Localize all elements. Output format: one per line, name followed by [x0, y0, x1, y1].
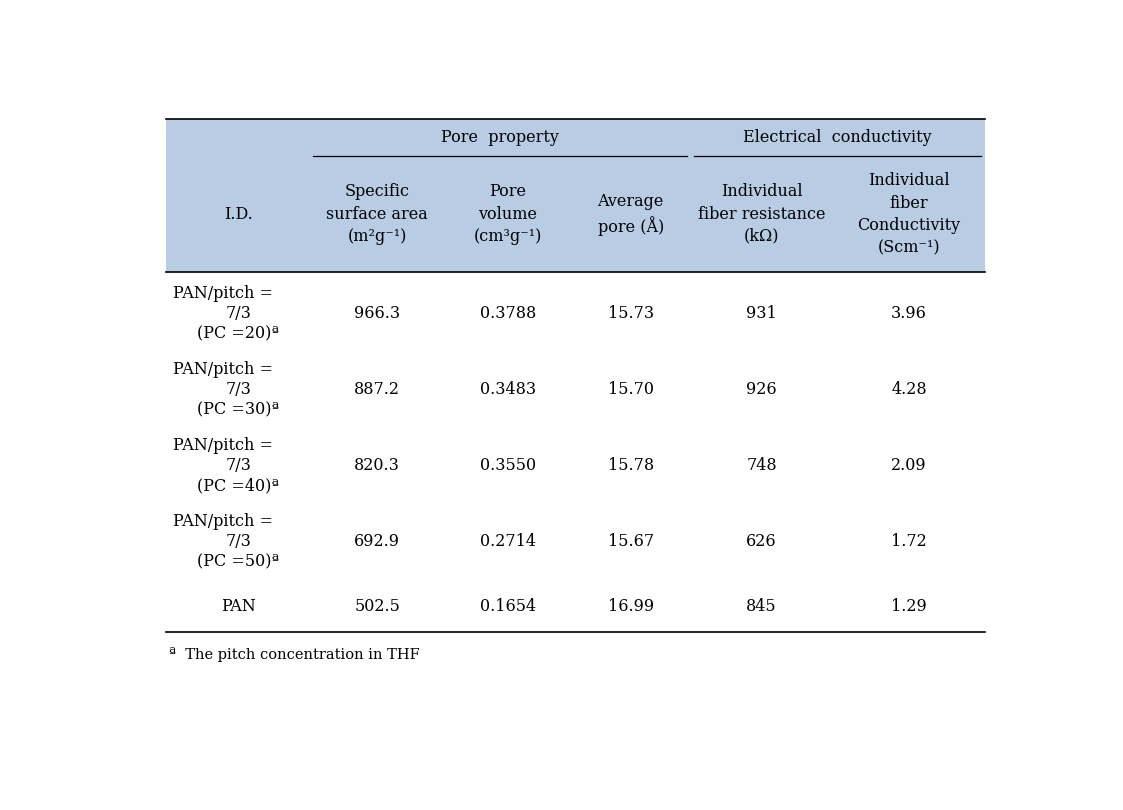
Text: (PC =50)ª: (PC =50)ª — [197, 553, 280, 570]
Text: Individual
fiber
Conductivity
(Scm⁻¹): Individual fiber Conductivity (Scm⁻¹) — [857, 173, 960, 256]
Text: Pore
volume
(cm³g⁻¹): Pore volume (cm³g⁻¹) — [474, 183, 542, 245]
Text: PAN/pitch =: PAN/pitch = — [173, 437, 273, 454]
Text: 1.29: 1.29 — [891, 598, 926, 615]
Text: 626: 626 — [747, 534, 777, 551]
Text: Individual
fiber resistance
(kΩ): Individual fiber resistance (kΩ) — [697, 183, 825, 245]
Text: 4.28: 4.28 — [892, 382, 926, 399]
Text: (PC =20)ª: (PC =20)ª — [198, 325, 279, 342]
Text: 748: 748 — [747, 458, 777, 475]
Text: 845: 845 — [747, 598, 777, 615]
Text: 0.2714: 0.2714 — [480, 534, 536, 551]
Text: 2.09: 2.09 — [892, 458, 926, 475]
Text: (PC =40)ª: (PC =40)ª — [198, 477, 279, 494]
Text: 16.99: 16.99 — [608, 598, 654, 615]
Text: 820.3: 820.3 — [354, 458, 400, 475]
Text: (PC =30)ª: (PC =30)ª — [197, 401, 280, 418]
Text: I.D.: I.D. — [223, 206, 253, 223]
Text: 0.3483: 0.3483 — [480, 382, 536, 399]
Text: 15.67: 15.67 — [608, 534, 654, 551]
Text: 7/3: 7/3 — [225, 305, 252, 322]
Text: 15.78: 15.78 — [608, 458, 654, 475]
Text: 7/3: 7/3 — [225, 458, 252, 475]
Text: 966.3: 966.3 — [354, 305, 400, 322]
Text: 502.5: 502.5 — [354, 598, 400, 615]
Text: 926: 926 — [747, 382, 777, 399]
Text: Pore  property: Pore property — [441, 130, 559, 147]
Text: 887.2: 887.2 — [354, 382, 400, 399]
Text: 0.3788: 0.3788 — [480, 305, 536, 322]
Text: Electrical  conductivity: Electrical conductivity — [743, 130, 932, 147]
Text: 15.73: 15.73 — [608, 305, 654, 322]
Text: PAN: PAN — [221, 598, 255, 615]
Text: Specific
surface area
(m²g⁻¹): Specific surface area (m²g⁻¹) — [327, 183, 428, 245]
Text: 7/3: 7/3 — [225, 382, 252, 399]
Text: 0.3550: 0.3550 — [480, 458, 536, 475]
Text: ª  The pitch concentration in THF: ª The pitch concentration in THF — [170, 647, 420, 663]
Text: PAN/pitch =: PAN/pitch = — [173, 361, 273, 378]
Text: 1.72: 1.72 — [891, 534, 926, 551]
Text: Average
pore (Å): Average pore (Å) — [597, 193, 664, 236]
Text: 692.9: 692.9 — [354, 534, 400, 551]
Text: PAN/pitch =: PAN/pitch = — [173, 285, 273, 302]
Text: 931: 931 — [747, 305, 777, 322]
Text: 15.70: 15.70 — [608, 382, 654, 399]
Text: PAN/pitch =: PAN/pitch = — [173, 514, 273, 531]
Text: 3.96: 3.96 — [891, 305, 926, 322]
Text: 0.1654: 0.1654 — [480, 598, 536, 615]
Text: 7/3: 7/3 — [225, 534, 252, 551]
